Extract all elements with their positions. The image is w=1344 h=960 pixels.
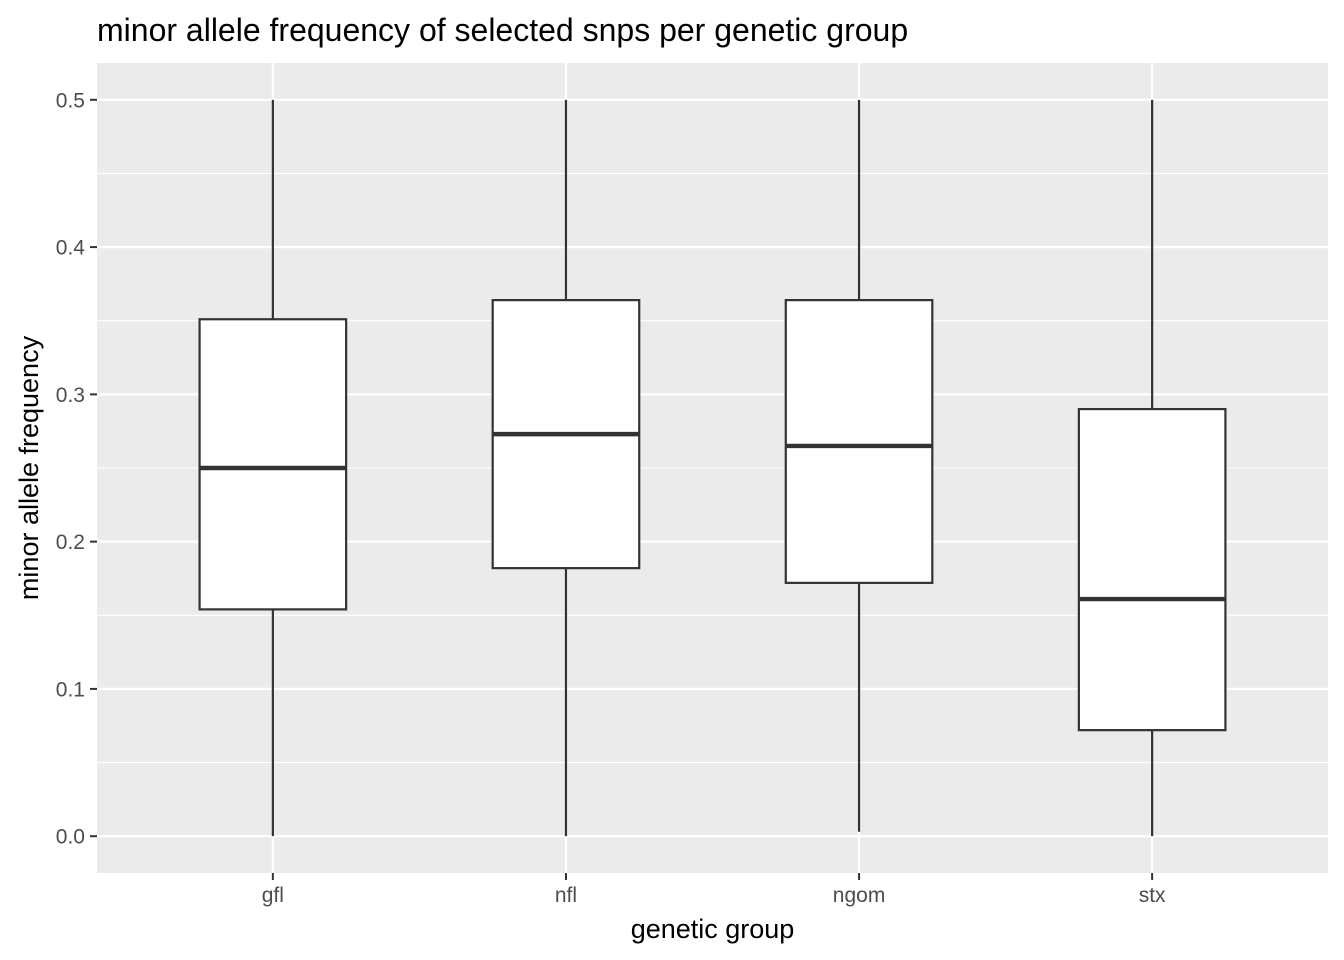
y-tick-label: 0.1	[56, 678, 85, 701]
x-tick-label: ngom	[833, 884, 886, 907]
interquartile-box	[1077, 407, 1227, 732]
x-tick-label: nfl	[555, 884, 577, 907]
y-tick-label: 0.5	[56, 89, 85, 112]
interquartile-box	[198, 318, 348, 611]
y-tick-label: 0.4	[56, 237, 86, 260]
y-tick-label: 0.3	[56, 384, 85, 407]
box-stx	[1077, 99, 1227, 837]
x-tick-label: stx	[1139, 884, 1166, 907]
x-axis-title: genetic group	[631, 914, 795, 944]
box-gfl	[198, 99, 348, 837]
interquartile-box	[784, 299, 934, 584]
x-axis: gfl nfl ngom stx	[262, 873, 1166, 907]
y-axis: 0.0 0.1 0.2 0.3 0.4 0.5	[56, 89, 97, 849]
box-nfl	[491, 99, 641, 837]
y-axis-title: minor allele frequency	[14, 335, 44, 600]
y-tick-label: 0.0	[56, 826, 85, 849]
box-series	[198, 99, 1227, 837]
box-ngom	[784, 99, 934, 832]
y-tick-label: 0.2	[56, 531, 85, 554]
x-tick-label: gfl	[262, 884, 284, 907]
chart-title: minor allele frequency of selected snps …	[97, 12, 908, 48]
